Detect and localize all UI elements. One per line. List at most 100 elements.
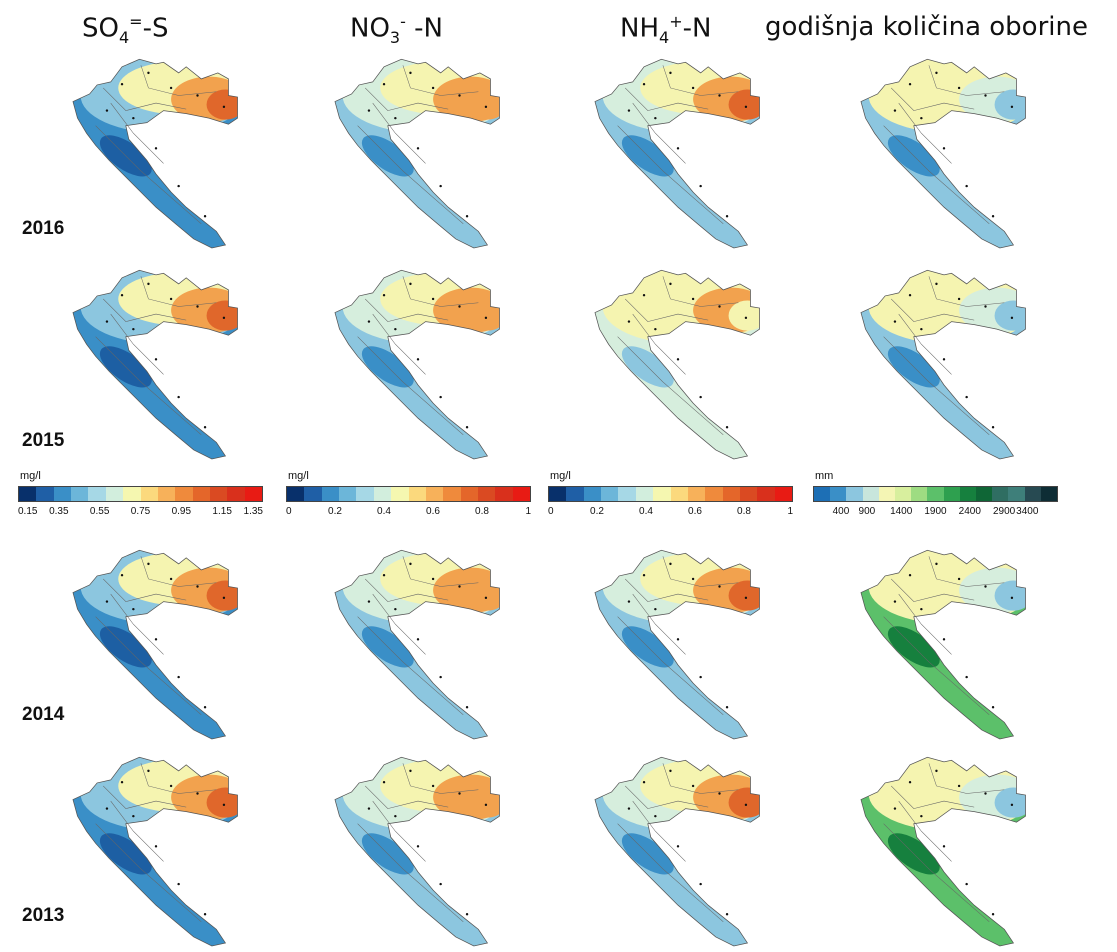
map-station-dot [642,573,646,577]
legend-color-step [408,487,426,501]
map-station-dot [642,293,646,297]
map-station-dot [669,769,672,773]
map-county-border [883,616,990,716]
legend-tick-label: 900 [858,506,876,517]
legend-color-step [53,487,72,501]
map-station-dot [718,94,721,97]
legend-color-step [105,487,124,501]
map-station-dot [935,769,938,773]
legend-ticks: 0.15 0.35 0.55 0.75 0.95 1.15 1.35 [18,506,263,522]
map-county-border [928,276,1005,307]
legend-tick-label: 400 [832,506,850,517]
legend-unit: mg/l [550,470,571,482]
year-label-2014: 2014 [22,704,65,725]
map-station-dot [699,395,702,399]
map-county-border [662,276,739,307]
map-county-border [928,763,1005,794]
map-station-dot [382,293,386,297]
map-station-dot [908,293,912,297]
map-station-dot [439,395,442,399]
map-station-dot [725,706,729,709]
map-county-border [662,556,739,587]
legend-color-step [687,487,706,501]
header-no3-sup: - [400,12,406,31]
map-county-border [357,823,464,923]
map-station-dot [105,320,109,323]
map-station-dot [177,395,180,399]
legend-tick-label: 0 [286,506,292,517]
map-station-dot [458,94,461,97]
map-station-dot [691,297,695,301]
map-station-dot [942,845,946,848]
map-station-dot [416,845,420,848]
map-station-dot [431,784,435,788]
map-station-dot [409,769,412,773]
map-fill-far-east [994,787,1026,818]
map-station-dot [744,105,748,109]
map-station-dot [222,596,226,600]
map-station-dot [154,845,158,848]
map-county-border [624,578,709,602]
map-station-dot [120,780,124,784]
map-precip-2014 [860,549,1026,740]
map-outline [72,549,238,740]
map-county-border [898,800,952,862]
map-outline [860,269,1026,460]
legend-no3: mg/l 0 0.2 0.4 0.6 0.8 1 [286,470,531,530]
map-station-dot [920,814,923,818]
map-county-border [102,87,187,111]
legend-color-step [443,487,461,501]
legend-color-step [192,487,210,501]
legend-tick-label: 1900 [924,506,947,517]
map-outline [860,549,1026,740]
legend-color-step [927,487,944,501]
legend-so4: mg/l 0.15 0.35 0.55 0.75 0.95 1.15 1.35 [18,470,263,530]
map-station-dot [458,792,461,795]
map-station-dot [439,675,442,679]
map-so4-2015 [72,269,238,460]
legend-colorbar [286,486,531,502]
legend-color-step [140,487,158,501]
map-station-dot [484,105,488,109]
legend-color-step [943,487,960,501]
map-station-dot [394,814,397,818]
map-station-dot [367,109,371,112]
map-station-dot [965,395,968,399]
map-county-border [140,763,217,794]
legend-color-step [846,487,863,501]
map-outline [594,549,760,740]
map-county-border [883,336,990,436]
legend-tick-label: 0.4 [377,506,391,517]
legend-tick-label: 0.55 [89,506,110,517]
map-station-dot [458,585,461,588]
year-label-2016: 2016 [22,218,65,239]
map-station-dot [965,184,968,188]
map-fill-far-east [728,89,760,120]
map-station-dot [120,293,124,297]
map-station-dot [984,305,987,308]
map-station-dot [1010,105,1014,109]
legend-tick-label: 1400 [890,506,913,517]
map-station-dot [382,573,386,577]
legend-color-step [373,487,392,501]
map-station-dot [439,882,442,886]
map-no3-2015 [334,269,500,460]
legend-color-step [653,487,671,501]
map-station-dot [169,86,173,90]
map-station-dot [465,215,469,218]
legend-tick-label: 3400 [1016,506,1039,517]
map-nh4-2013 [594,756,760,947]
header-nh4-tail: -N [682,13,712,44]
map-station-dot [203,426,207,429]
legend-color-step [635,487,654,501]
map-station-dot [132,607,135,611]
map-fill-far-east [206,89,238,120]
map-fill-far-east [728,787,760,818]
map-station-dot [942,147,946,150]
map-station-dot [120,573,124,577]
map-county-border [372,313,426,375]
header-so4-base: SO [82,13,119,44]
map-county-border [95,823,202,923]
map-county-border [402,65,479,96]
legend-color-step [460,487,478,501]
